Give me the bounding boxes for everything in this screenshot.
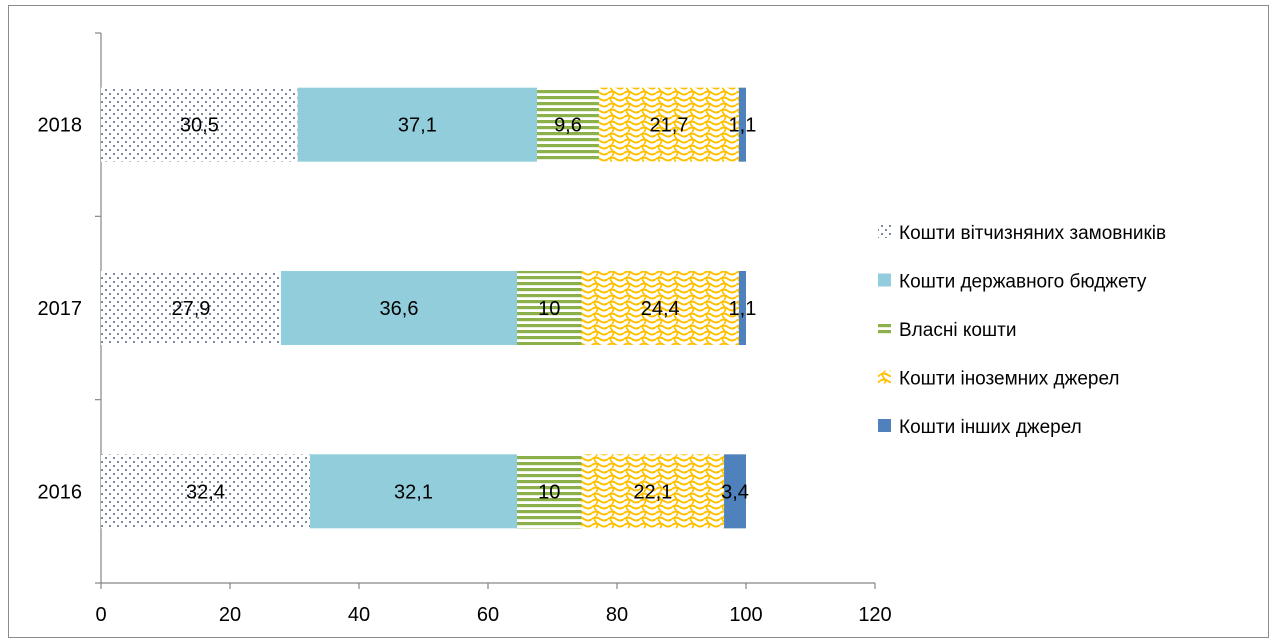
x-tick-label: 100 bbox=[729, 604, 762, 626]
x-tick-label: 40 bbox=[348, 604, 370, 626]
legend-swatch bbox=[878, 322, 891, 335]
bar-segment bbox=[101, 271, 281, 345]
x-tick-label: 20 bbox=[219, 604, 241, 626]
legend-swatch bbox=[878, 419, 891, 432]
legend-swatch bbox=[878, 225, 891, 238]
bar-segment bbox=[517, 454, 582, 529]
data-label: 37,1 bbox=[398, 115, 437, 137]
data-label: 1,1 bbox=[729, 115, 757, 137]
bar-segment bbox=[517, 271, 582, 345]
bar-segment bbox=[537, 87, 599, 162]
data-label: 10 bbox=[538, 481, 560, 503]
data-label: 10 bbox=[538, 298, 560, 320]
bar-segment bbox=[738, 87, 746, 162]
bar-segment bbox=[280, 271, 518, 345]
legend-swatch bbox=[878, 370, 891, 384]
data-label: 27,9 bbox=[172, 298, 211, 320]
x-tick-label: 120 bbox=[858, 604, 891, 626]
x-tick-label: 60 bbox=[477, 604, 499, 626]
data-label: 30,5 bbox=[180, 115, 219, 137]
data-label: 21,7 bbox=[649, 115, 688, 137]
data-label: 3,4 bbox=[721, 481, 749, 503]
data-label: 1,1 bbox=[729, 298, 757, 320]
data-label: 24,4 bbox=[641, 298, 680, 320]
x-tick-label: 0 bbox=[95, 604, 106, 626]
legend-label: Кошти інших джерел bbox=[899, 417, 1082, 438]
bar-segment bbox=[581, 454, 725, 529]
legend-label: Власні кошти bbox=[899, 320, 1016, 341]
x-tick-label: 80 bbox=[606, 604, 628, 626]
data-label: 9,6 bbox=[554, 115, 582, 137]
legend-label: Кошти іноземних джерел bbox=[899, 369, 1120, 390]
bar-segment bbox=[598, 87, 739, 162]
bar-segment bbox=[297, 87, 538, 162]
bar-segment bbox=[101, 87, 298, 162]
legend-label: Кошти вітчизняних замовників bbox=[899, 223, 1166, 244]
legend: Кошти вітчизняних замовників Кошти держав… bbox=[878, 223, 1166, 438]
bar-segment bbox=[581, 271, 739, 345]
data-label: 36,6 bbox=[380, 298, 419, 320]
bar-segment bbox=[724, 454, 746, 529]
legend-swatch bbox=[878, 273, 891, 287]
y-tick-label: 2017 bbox=[38, 298, 83, 320]
bar-segment bbox=[309, 454, 518, 529]
y-tick-label: 2016 bbox=[38, 481, 83, 503]
plot-area: 0 20 40 60 80 100 120 2016 32,4 32,1 10 22,1 3,4 2017… bbox=[38, 32, 892, 626]
bar-segment bbox=[101, 454, 310, 529]
data-label: 32,4 bbox=[186, 481, 225, 503]
data-label: 22,1 bbox=[633, 481, 672, 503]
bar-segment bbox=[738, 271, 746, 345]
data-label: 32,1 bbox=[394, 481, 433, 503]
legend-label: Кошти державного бюджету bbox=[899, 272, 1147, 293]
y-tick-label: 2018 bbox=[38, 115, 83, 137]
